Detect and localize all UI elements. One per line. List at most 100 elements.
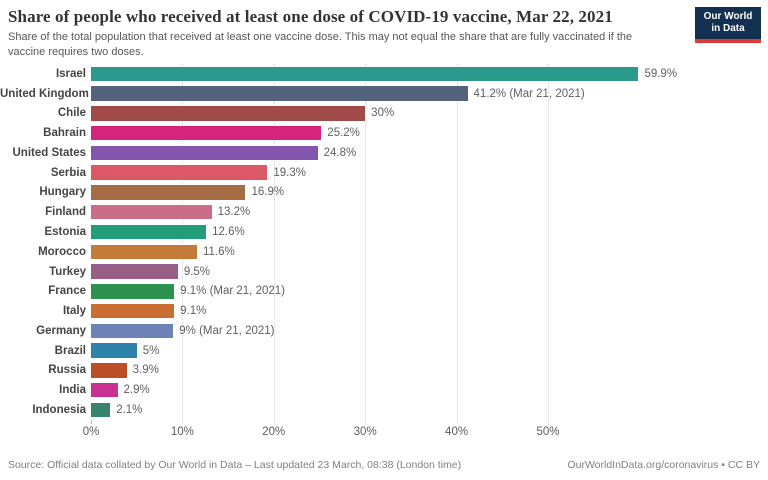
bar-row-russia[interactable]: Russia 3.9% [0, 360, 768, 380]
x-axis: 0% 10% 20% 30% 40% 50% [83, 426, 760, 442]
bar-row-serbia[interactable]: Serbia 19.3% [0, 163, 768, 183]
country-label: Turkey [49, 265, 86, 278]
bar-area: 9.5% [91, 262, 210, 282]
bar[interactable] [91, 66, 639, 82]
bar[interactable] [91, 323, 174, 339]
x-axis-label-20: 20% [262, 426, 286, 438]
bar-area: 12.6% [91, 222, 245, 242]
bar-area: 41.2% (Mar 21, 2021) [91, 84, 585, 104]
bar-row-united-states[interactable]: United States 24.8% [0, 143, 768, 163]
x-axis-label-10: 10% [170, 426, 194, 438]
bar-row-indonesia[interactable]: Indonesia 2.1% [0, 400, 768, 420]
bar-row-finland[interactable]: Finland 13.2% [0, 202, 768, 222]
value-label: 9.1% [180, 305, 207, 318]
bar-row-india[interactable]: India 2.9% [0, 380, 768, 400]
bar[interactable] [91, 224, 207, 240]
bar[interactable] [91, 106, 366, 121]
bar[interactable] [91, 382, 118, 398]
country-label: Bahrain [43, 127, 86, 140]
plot-area [91, 64, 760, 424]
value-label: 3.9% [132, 364, 159, 377]
bar-row-morocco[interactable]: Morocco 11.6% [0, 242, 768, 262]
bar[interactable] [91, 86, 468, 101]
country-label: Germany [36, 324, 86, 337]
country-label: Hungary [39, 186, 86, 199]
value-label: 24.8% [323, 146, 357, 159]
bar[interactable] [91, 185, 246, 200]
value-label: 13.2% [217, 206, 251, 219]
bar[interactable] [91, 343, 137, 358]
bar-row-turkey[interactable]: Turkey 9.5% [0, 262, 768, 282]
x-axis-label-0: 0% [82, 426, 100, 438]
bar-row-israel[interactable]: Israel 59.9% [0, 64, 768, 84]
bar-row-estonia[interactable]: Estonia 12.6% [0, 222, 768, 242]
bar-chart: Israel 59.9% United Kingdom 41.2% (Mar 21, … [0, 64, 768, 440]
owid-logo-line2: in Data [711, 23, 745, 34]
bar-rows: Israel 59.9% United Kingdom 41.2% (Mar 21, … [0, 64, 768, 420]
country-label: Russia [48, 364, 86, 377]
bar-row-bahrain[interactable]: Bahrain 25.2% [0, 123, 768, 143]
bar-area: 3.9% [91, 360, 159, 380]
value-label: 9.1% (Mar 21, 2021) [180, 285, 285, 298]
country-label: France [48, 285, 86, 298]
value-label: 9% (Mar 21, 2021) [179, 324, 275, 337]
bar-row-germany[interactable]: Germany 9% (Mar 21, 2021) [0, 321, 768, 341]
bar-area: 59.9% [91, 64, 677, 84]
value-label: 25.2% [327, 127, 360, 140]
bar[interactable] [91, 284, 175, 299]
chart-subtitle: Share of the total population that recei… [8, 31, 633, 58]
bar-row-united-kingdom[interactable]: United Kingdom 41.2% (Mar 21, 2021) [0, 84, 768, 104]
country-label: Chile [57, 107, 86, 120]
gridline-30 [365, 64, 367, 424]
owid-coronavirus-link[interactable]: OurWorldInData.org/coronavirus • CC BY [567, 459, 760, 471]
bar-area: 25.2% [91, 123, 360, 143]
country-label: Italy [62, 305, 86, 318]
bar[interactable] [91, 363, 127, 378]
bar-area: 5% [91, 341, 159, 361]
bar-area: 2.9% [91, 380, 150, 400]
bar[interactable] [91, 145, 318, 161]
country-label: United Kingdom [0, 87, 89, 100]
bar[interactable] [91, 204, 212, 220]
owid-logo-line1: Our World [703, 11, 753, 23]
bar-row-france[interactable]: France 9.1% (Mar 21, 2021) [0, 281, 768, 301]
bar[interactable] [91, 125, 322, 141]
bar[interactable] [91, 244, 198, 260]
country-label: Estonia [44, 226, 86, 238]
bar[interactable] [91, 402, 111, 418]
bar-area: 19.3% [91, 163, 306, 183]
bar-area: 11.6% [91, 242, 235, 262]
x-axis-label-40: 40% [445, 426, 469, 438]
bar-area: 2.1% [91, 400, 142, 420]
value-label: 59.9% [644, 67, 678, 80]
value-label: 9.5% [183, 265, 211, 278]
value-label: 30% [371, 107, 395, 120]
value-label: 2.9% [123, 384, 150, 397]
bar[interactable] [91, 264, 178, 279]
chart-footer: Source: Official data collated by Our Wo… [8, 459, 760, 471]
country-label: Serbia [50, 166, 86, 179]
x-axis-label-30: 30% [353, 426, 377, 438]
country-label: Finland [45, 206, 86, 219]
value-label: 19.3% [273, 166, 306, 179]
country-label: Morocco [38, 245, 86, 258]
bar-row-italy[interactable]: Italy 9.1% [0, 301, 768, 321]
bar-row-chile[interactable]: Chile 30% [0, 104, 768, 124]
bar-row-hungary[interactable]: Hungary 16.9% [0, 183, 768, 203]
gridline-20 [273, 64, 275, 424]
gridline-10 [182, 64, 184, 424]
x-axis-label-50: 50% [536, 426, 560, 438]
chart-title: Share of people who received at least on… [8, 7, 613, 26]
country-label: Brazil [54, 344, 86, 357]
bar[interactable] [91, 165, 268, 180]
bar[interactable] [91, 303, 175, 319]
country-label: Indonesia [32, 403, 86, 416]
bar-area: 30% [91, 104, 394, 124]
value-label: 41.2% (Mar 21, 2021) [473, 87, 585, 100]
bar-area: 13.2% [91, 202, 250, 222]
country-label: India [59, 384, 86, 397]
bar-area: 16.9% [91, 183, 284, 203]
bar-row-brazil[interactable]: Brazil 5% [0, 341, 768, 361]
gridline-40 [456, 64, 458, 424]
